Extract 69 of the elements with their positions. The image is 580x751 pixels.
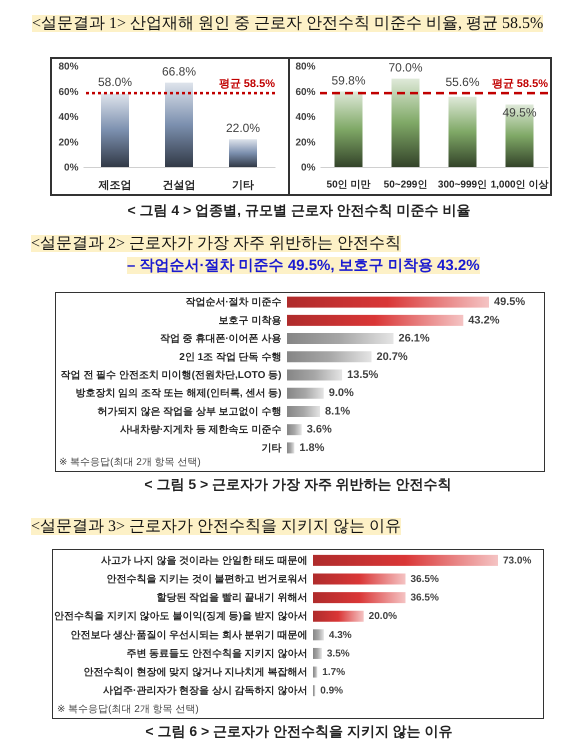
y-tick-label: 사고가 나지 않을 것이라는 안일한 태도 때문에 <box>100 555 308 566</box>
y-tick-label: 작업 중 휴대폰·이어폰 사용 <box>160 334 282 345</box>
x-tick-label: 제조업 <box>98 180 132 192</box>
data-label: 73.0% <box>503 555 532 566</box>
data-label: 20.0% <box>368 611 398 622</box>
y-tick-label: 작업 전 필수 안전조치 미이행(전원차단,LOTO 등) <box>60 370 282 381</box>
ref-line-label: 평균 58.5% <box>218 78 276 90</box>
y-tick-label: 허가되지 않은 작업을 상부 보고없이 수행 <box>98 406 282 418</box>
text: ※ 복수응답(최대 2개 항목 선택) <box>59 457 201 469</box>
x-tick-label: 50~299인 <box>384 180 428 190</box>
chart-title: <설문결과 2> 근로자가 가장 자주 위반하는 안전수칙 <box>31 235 402 252</box>
data-label: 49.5% <box>494 296 526 308</box>
y-tick-label: 0% <box>301 162 316 174</box>
y-tick-label: 20% <box>295 137 316 148</box>
data-label: 58.0% <box>98 75 132 90</box>
data-label: 0.9% <box>320 686 344 697</box>
y-tick-label: 작업순서·절차 미준수 <box>185 297 282 308</box>
y-tick-label: 기타 <box>262 442 282 454</box>
data-label: 36.5% <box>410 574 439 585</box>
data-label: 20.7% <box>376 350 408 363</box>
data-label: 49.5% <box>502 106 537 120</box>
x-tick-label: 1,000인 이상 <box>490 180 548 190</box>
data-label: 8.1% <box>325 405 350 418</box>
data-label: 1.8% <box>299 442 325 454</box>
chart-subtitle: – 작업순서·절차 미준수 49.5%, 보호구 미착용 43.2% <box>127 257 480 274</box>
data-label: 1.7% <box>322 667 346 678</box>
y-tick-label: 사업주·관리자가 현장을 상시 감독하지 않아서 <box>103 686 308 697</box>
y-tick-label: 보호구 미착용 <box>218 315 282 326</box>
y-tick-label: 20% <box>58 137 79 148</box>
data-label: 3.6% <box>306 424 332 436</box>
data-label: 70.0% <box>388 60 423 75</box>
y-tick-label: 사내차량·지게차 등 제한속도 미준수 <box>120 424 282 436</box>
data-label: 59.8% <box>331 74 366 88</box>
text: < 그림 6 > 근로자가 안전수칙을 지키지 않는 이유 <box>145 722 453 740</box>
data-label: 22.0% <box>226 121 260 136</box>
data-label: 4.3% <box>328 630 352 641</box>
y-tick-label: 0% <box>64 162 79 174</box>
y-tick-label: 60% <box>295 86 316 98</box>
ref-line-label: 평균 58.5% <box>492 78 548 90</box>
data-label: 36.5% <box>410 592 439 604</box>
y-tick-label: 할당된 작업을 빨리 끝내기 위해서 <box>156 592 308 604</box>
data-label: 9.0% <box>328 387 354 400</box>
y-tick-label: 안전수칙이 현장에 맞지 않거나 지나치게 복잡해서 <box>84 667 308 678</box>
data-label: 43.2% <box>468 314 500 326</box>
text: < 그림 4 > 업종별, 규모별 근로자 안전수칙 미준수 비율 <box>127 201 471 219</box>
y-tick-label: 80% <box>58 62 79 72</box>
data-label: 26.1% <box>398 332 430 345</box>
data-label: 3.5% <box>326 648 350 660</box>
data-label: 13.5% <box>347 369 378 381</box>
chart-title: <설문결과 3> 근로자가 안전수칙을 지키지 않는 이유 <box>31 518 402 535</box>
x-tick-label: 기타 <box>232 180 254 192</box>
y-tick-label: 2인 1조 작업 단독 수행 <box>179 352 282 363</box>
x-tick-label: 건설업 <box>162 180 196 192</box>
y-tick-label: 40% <box>295 112 316 123</box>
y-tick-label: 80% <box>295 62 316 72</box>
y-tick-label: 안전수칙을 지키는 것이 불편하고 번거로워서 <box>106 574 308 585</box>
y-tick-label: 안전수칙을 지키지 않아도 불이익(징계 등)을 받지 않아서 <box>54 611 308 622</box>
y-tick-label: 주변 동료들도 안전수칙을 지키지 않아서 <box>126 648 308 660</box>
y-tick-label: 안전보다 생산·품질이 우선시되는 회사 분위기 때문에 <box>70 630 308 641</box>
chart-title: <설문결과 1> 산업재해 원인 중 근로자 안전수칙 미준수 비율, 평균 58.5% <box>32 15 544 32</box>
text: ※ 복수응답(최대 2개 항목 선택) <box>57 704 199 716</box>
data-label: 55.6% <box>445 75 480 90</box>
data-label: 66.8% <box>162 64 196 79</box>
y-tick-label: 40% <box>58 112 79 123</box>
x-tick-label: 50인 미만 <box>326 180 370 190</box>
x-tick-label: 300~999인 <box>438 180 488 190</box>
y-tick-label: 방호장치 임의 조작 또는 해제(인터록, 센서 등) <box>75 388 282 400</box>
text: < 그림 5 > 근로자가 가장 자주 위반하는 안전수칙 <box>144 475 452 493</box>
y-tick-label: 60% <box>58 86 79 98</box>
